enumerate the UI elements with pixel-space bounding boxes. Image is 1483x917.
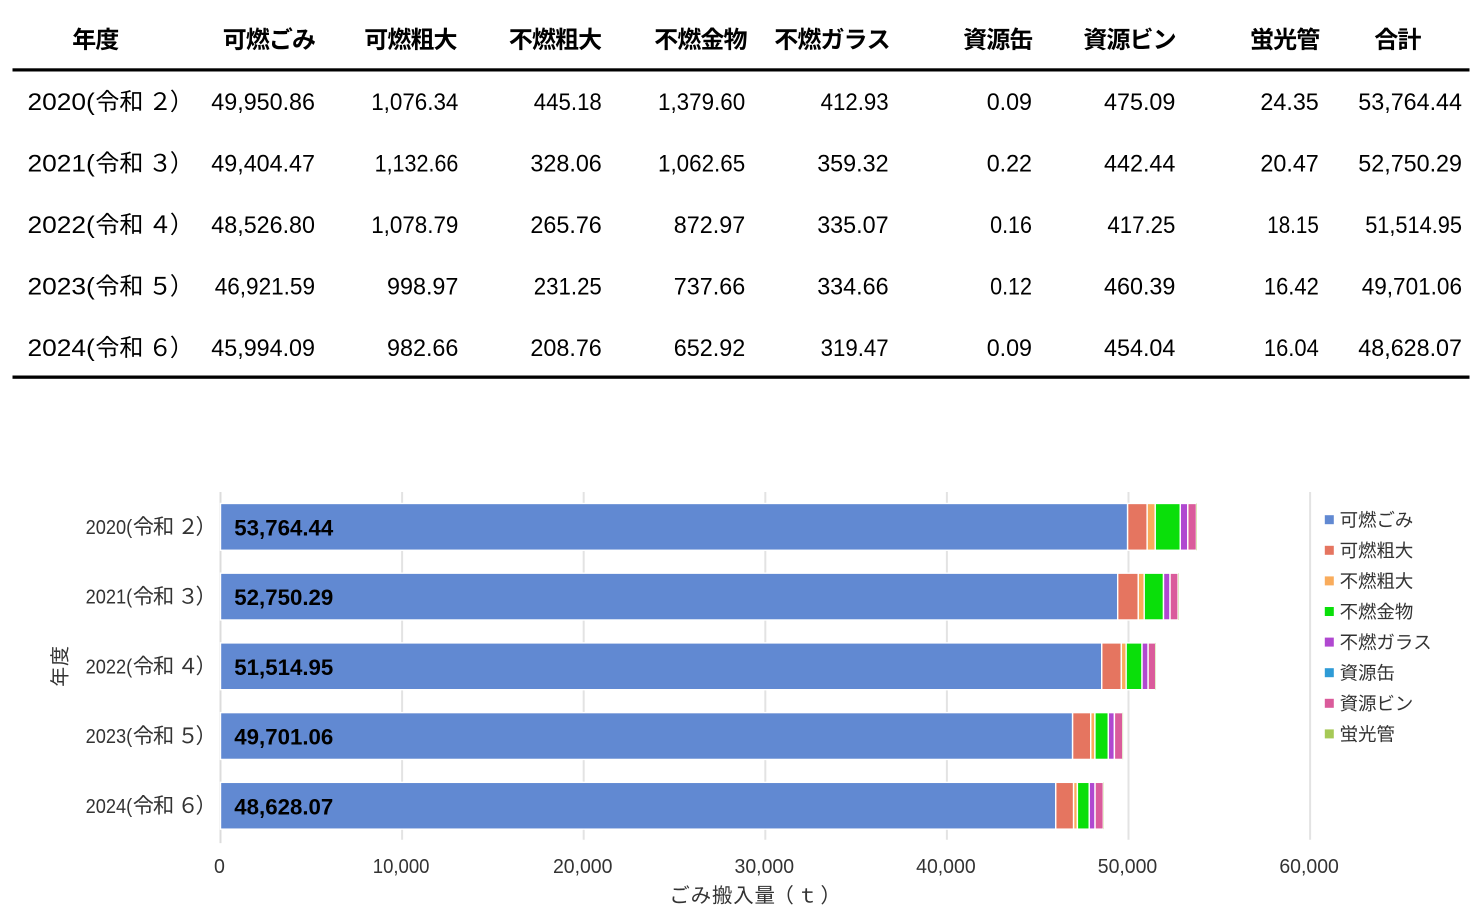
svg-text:475.09: 475.09 <box>1104 89 1175 116</box>
svg-text:49,701.06: 49,701.06 <box>1362 274 1462 301</box>
svg-text:319.47: 319.47 <box>821 335 889 362</box>
svg-text:1,076.34: 1,076.34 <box>371 89 458 116</box>
svg-text:50,000: 50,000 <box>1098 856 1158 878</box>
svg-text:0.22: 0.22 <box>987 151 1032 178</box>
svg-text:1,379.60: 1,379.60 <box>658 89 745 116</box>
svg-text:46,921.59: 46,921.59 <box>215 274 315 301</box>
svg-text:998.97: 998.97 <box>387 274 458 301</box>
svg-text:652.92: 652.92 <box>674 335 745 362</box>
svg-text:334.66: 334.66 <box>817 274 888 301</box>
svg-text:53,764.44: 53,764.44 <box>1358 89 1462 116</box>
svg-text:52,750.29: 52,750.29 <box>234 585 333 610</box>
svg-text:0.09: 0.09 <box>987 335 1032 362</box>
svg-text:24.35: 24.35 <box>1260 89 1318 116</box>
svg-text:20,000: 20,000 <box>553 856 613 878</box>
svg-text:982.66: 982.66 <box>387 335 458 362</box>
svg-text:412.93: 412.93 <box>821 89 889 116</box>
svg-text:30,000: 30,000 <box>735 856 795 878</box>
svg-text:2024(: 2024( <box>28 335 95 362</box>
svg-text:18.15: 18.15 <box>1267 212 1319 239</box>
svg-text:1,132.66: 1,132.66 <box>375 151 459 178</box>
svg-text:454.04: 454.04 <box>1104 335 1175 362</box>
svg-text:0.09: 0.09 <box>987 89 1032 116</box>
svg-text:48,526.80: 48,526.80 <box>211 212 315 239</box>
svg-text:40,000: 40,000 <box>916 856 976 878</box>
svg-text:2021(: 2021( <box>86 587 133 609</box>
svg-text:460.39: 460.39 <box>1104 274 1175 301</box>
svg-text:2023(: 2023( <box>86 726 133 748</box>
svg-text:2024(: 2024( <box>86 796 133 818</box>
svg-text:51,514.95: 51,514.95 <box>1365 212 1462 239</box>
svg-text:0.12: 0.12 <box>990 274 1032 301</box>
svg-text:0.16: 0.16 <box>990 212 1032 239</box>
svg-text:49,950.86: 49,950.86 <box>211 89 315 116</box>
svg-text:442.44: 442.44 <box>1104 151 1175 178</box>
svg-text:359.32: 359.32 <box>817 151 888 178</box>
svg-text:2020(: 2020( <box>86 517 133 539</box>
svg-text:2022(: 2022( <box>28 212 95 239</box>
svg-text:53,764.44: 53,764.44 <box>234 515 333 540</box>
svg-text:335.07: 335.07 <box>817 212 888 239</box>
svg-text:737.66: 737.66 <box>674 274 745 301</box>
svg-text:2021(: 2021( <box>28 151 95 178</box>
svg-text:445.18: 445.18 <box>534 89 602 116</box>
svg-text:417.25: 417.25 <box>1107 212 1175 239</box>
svg-text:1,062.65: 1,062.65 <box>658 151 745 178</box>
svg-text:20.47: 20.47 <box>1260 151 1318 178</box>
svg-text:49,404.47: 49,404.47 <box>211 151 315 178</box>
svg-text:49,701.06: 49,701.06 <box>234 725 333 750</box>
svg-text:2020(: 2020( <box>28 89 95 116</box>
svg-text:16.42: 16.42 <box>1264 274 1319 301</box>
svg-text:10,000: 10,000 <box>373 856 430 878</box>
svg-text:1,078.79: 1,078.79 <box>371 212 458 239</box>
svg-text:2022(: 2022( <box>86 656 133 678</box>
svg-text:48,628.07: 48,628.07 <box>1358 335 1462 362</box>
svg-text:48,628.07: 48,628.07 <box>234 794 333 819</box>
svg-text:52,750.29: 52,750.29 <box>1358 151 1462 178</box>
svg-text:51,514.95: 51,514.95 <box>234 655 333 680</box>
svg-text:328.06: 328.06 <box>530 151 601 178</box>
svg-text:208.76: 208.76 <box>530 335 601 362</box>
svg-text:16.04: 16.04 <box>1264 335 1319 362</box>
svg-text:265.76: 265.76 <box>530 212 601 239</box>
svg-text:872.97: 872.97 <box>674 212 745 239</box>
svg-text:231.25: 231.25 <box>534 274 602 301</box>
svg-text:60,000: 60,000 <box>1279 856 1339 878</box>
svg-text:2023(: 2023( <box>28 274 95 301</box>
svg-text:0: 0 <box>214 856 225 878</box>
svg-text:45,994.09: 45,994.09 <box>211 335 315 362</box>
